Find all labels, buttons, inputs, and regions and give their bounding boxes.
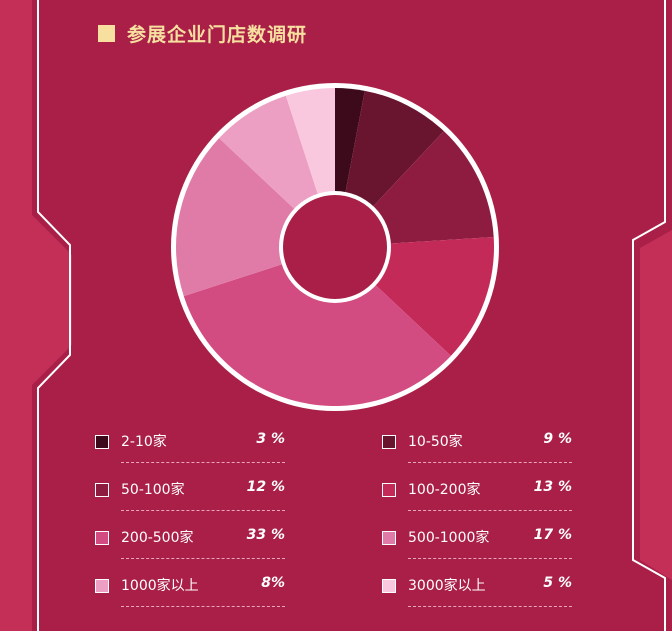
legend-item: 2-10家 3 % — [95, 430, 285, 470]
legend-label: 1000家以上 — [121, 578, 199, 594]
legend-divider — [121, 510, 285, 511]
legend-swatch — [95, 435, 109, 449]
legend-label: 100-200家 — [408, 482, 481, 498]
chart-title: 参展企业门店数调研 — [98, 20, 307, 46]
legend-value: 3 % — [256, 431, 285, 447]
legend-swatch — [382, 531, 396, 545]
legend-swatch — [95, 531, 109, 545]
legend-divider — [408, 558, 572, 559]
donut-chart — [171, 83, 499, 411]
legend-value: 12 % — [246, 479, 285, 495]
left-frame-line — [37, 0, 71, 631]
title-square-icon — [98, 24, 115, 42]
legend-label: 50-100家 — [121, 482, 185, 498]
legend-label: 3000家以上 — [408, 578, 486, 594]
legend-value: 5 % — [543, 575, 572, 591]
legend-divider — [121, 558, 285, 559]
legend-divider — [408, 510, 572, 511]
legend-divider — [121, 462, 285, 463]
legend-divider — [408, 462, 572, 463]
legend-value: 33 % — [246, 527, 285, 543]
left-side-panel — [0, 0, 72, 631]
legend-item: 50-100家 12 % — [95, 478, 285, 518]
legend-value: 9 % — [543, 431, 572, 447]
legend-swatch — [382, 435, 396, 449]
legend-label: 2-10家 — [121, 434, 167, 450]
legend-swatch — [382, 483, 396, 497]
legend-item: 1000家以上 8% — [95, 574, 285, 614]
legend-divider — [121, 606, 285, 607]
right-side-panel — [640, 230, 672, 580]
legend-item: 3000家以上 5 % — [382, 574, 572, 614]
legend-value: 17 % — [533, 527, 572, 543]
legend-swatch — [95, 579, 109, 593]
donut-hole — [283, 195, 387, 299]
legend-item: 10-50家 9 % — [382, 430, 572, 470]
legend-item: 500-1000家 17 % — [382, 526, 572, 566]
legend-swatch — [382, 579, 396, 593]
right-frame-line — [632, 0, 666, 631]
legend-item: 200-500家 33 % — [95, 526, 285, 566]
chart-title-text: 参展企业门店数调研 — [127, 23, 308, 46]
legend-label: 500-1000家 — [408, 530, 490, 546]
legend-item: 100-200家 13 % — [382, 478, 572, 518]
legend-divider — [408, 606, 572, 607]
legend-label: 200-500家 — [121, 530, 194, 546]
legend-value: 13 % — [533, 479, 572, 495]
legend-label: 10-50家 — [408, 434, 463, 450]
legend-value: 8% — [261, 575, 285, 591]
donut-slice — [183, 247, 451, 407]
legend-swatch — [95, 483, 109, 497]
